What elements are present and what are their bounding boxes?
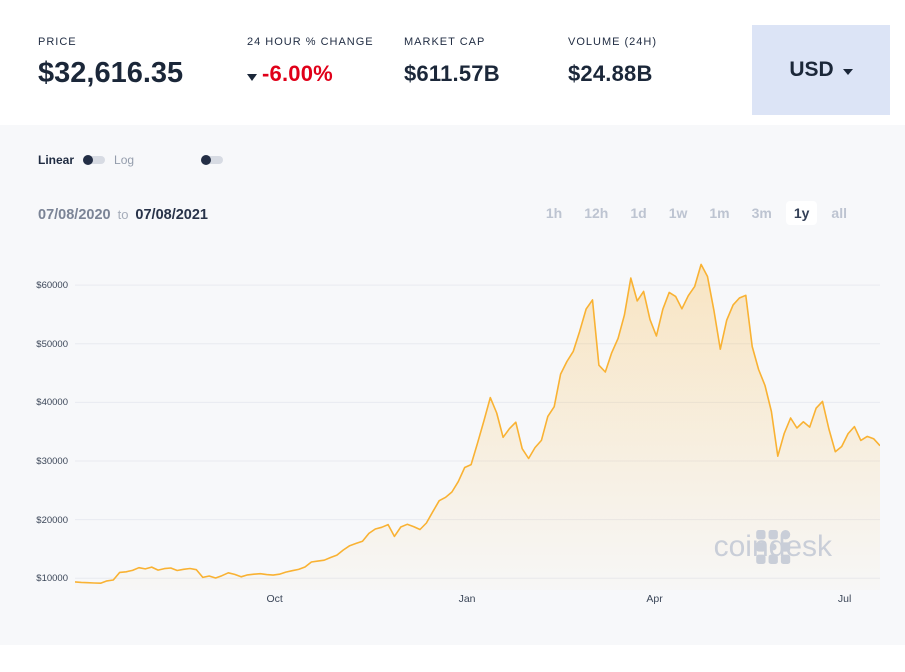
secondary-toggle[interactable] [201, 155, 224, 165]
coindesk-watermark: coindesk [714, 530, 832, 564]
price-area [75, 264, 880, 590]
start-date[interactable]: 07/08/2020 [38, 207, 111, 223]
range-button-1w[interactable]: 1w [668, 205, 688, 221]
x-axis-label: Apr [646, 593, 663, 605]
x-axis-label: Jan [458, 593, 476, 605]
y-axis-label: $30000 [36, 456, 68, 468]
change-label: 24 HOUR % CHANGE [247, 36, 374, 48]
stat-volume: VOLUME (24H) $24.88B [568, 36, 657, 87]
range-button-all[interactable]: all [831, 205, 847, 221]
x-axis-label: Jul [837, 593, 852, 605]
date-separator: to [117, 207, 129, 222]
log-label[interactable]: Log [114, 153, 135, 167]
change-value-wrap: -6.00% [247, 61, 374, 87]
coindesk-logo-icon [755, 530, 790, 564]
market-cap-value: $611.57B [404, 61, 500, 86]
currency-label: USD [789, 58, 834, 81]
chart-panel: Linear Log 07/08/2020 to 07/08/2021 1h 1… [0, 125, 905, 645]
price-chart[interactable]: coindesk [75, 250, 880, 590]
date-range: 07/08/2020 to 07/08/2021 [38, 207, 208, 223]
y-axis-label: $50000 [36, 338, 68, 350]
stat-market-cap: MARKET CAP $611.57B [404, 36, 500, 87]
range-button-12h[interactable]: 12h [584, 205, 609, 221]
range-button-3m[interactable]: 3m [751, 205, 772, 221]
scale-toggle-row: Linear Log [38, 153, 224, 167]
y-axis-label: $20000 [36, 514, 68, 526]
time-range-selector: 1h 12h 1d 1w 1m 3m 1y all [538, 201, 855, 225]
y-axis-label: $10000 [36, 573, 68, 585]
volume-value: $24.88B [568, 61, 653, 86]
range-button-1h[interactable]: 1h [545, 205, 563, 221]
range-button-1y[interactable]: 1y [785, 201, 818, 225]
stat-price: PRICE $32,616.35 [38, 36, 183, 90]
scale-toggle[interactable] [83, 155, 106, 165]
toggle-knob [201, 155, 212, 165]
y-axis: $10000 $20000 $30000 $40000 $50000 $60000 [0, 250, 68, 590]
y-axis-label: $40000 [36, 397, 68, 409]
range-button-1d[interactable]: 1d [630, 205, 647, 221]
currency-selector-button[interactable]: USD [752, 25, 890, 115]
caret-down-icon [247, 74, 257, 81]
toggle-knob [83, 155, 94, 165]
volume-label: VOLUME (24H) [568, 36, 658, 48]
range-button-1m[interactable]: 1m [709, 205, 730, 221]
price-line [75, 263, 880, 584]
linear-label[interactable]: Linear [38, 153, 75, 167]
market-cap-label: MARKET CAP [404, 36, 486, 48]
price-value: $32,616.35 [38, 57, 184, 89]
y-axis-label: $60000 [36, 280, 68, 292]
x-axis: Oct Jan Apr Jul [75, 593, 880, 607]
price-label: PRICE [38, 36, 77, 48]
stat-24h-change: 24 HOUR % CHANGE -6.00% [247, 36, 374, 87]
x-axis-label: Oct [266, 593, 283, 605]
end-date[interactable]: 07/08/2021 [135, 207, 208, 223]
price-chart-svg [75, 263, 880, 590]
caret-down-icon [842, 68, 853, 75]
stat-change-value: -6.00% [262, 61, 333, 86]
